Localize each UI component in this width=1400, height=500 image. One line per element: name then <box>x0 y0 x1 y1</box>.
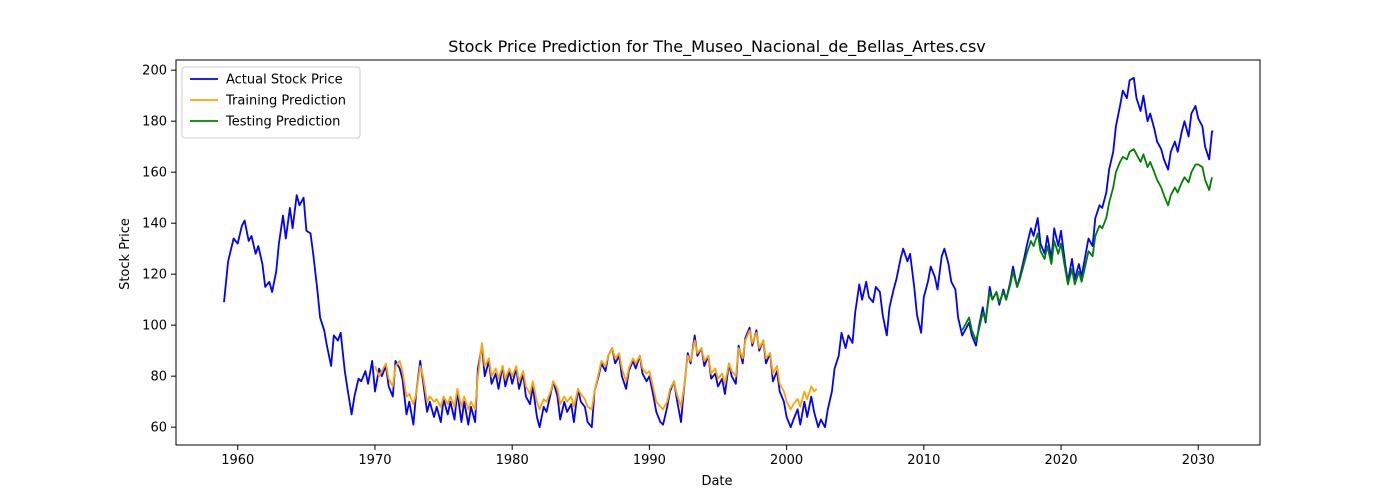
y-tick-label: 120 <box>142 268 167 283</box>
chart-title: Stock Price Prediction for The_Museo_Nac… <box>448 37 986 57</box>
y-tick-label: 160 <box>142 166 167 181</box>
y-tick-label: 200 <box>142 64 167 79</box>
x-axis-label: Date <box>701 474 732 489</box>
legend-label: Testing Prediction <box>225 115 340 130</box>
x-tick-label: 1970 <box>358 453 391 468</box>
legend-label: Training Prediction <box>225 94 346 109</box>
series-line-training-prediction <box>374 329 818 411</box>
plot-area <box>223 76 1214 429</box>
y-tick-label: 100 <box>142 319 167 334</box>
axes: 1960 1970 1980 1990 2000 2010 2020 2030 60 80 100 1… <box>142 59 1261 468</box>
legend: Actual Stock Price Training Prediction Tes… <box>181 66 361 139</box>
x-tick-label: 2010 <box>907 453 940 468</box>
series-line-actual-stock-price <box>223 76 1214 429</box>
x-tick-label: 1990 <box>633 453 666 468</box>
x-tick-label: 1960 <box>221 453 254 468</box>
y-tick-label: 180 <box>142 115 167 130</box>
x-tick-label: 2000 <box>770 453 803 468</box>
y-tick-label: 60 <box>150 421 167 436</box>
x-tick-label: 2030 <box>1182 453 1215 468</box>
legend-frame <box>181 66 361 139</box>
y-tick-label: 140 <box>142 217 167 232</box>
series-line-testing-prediction <box>961 148 1213 342</box>
x-tick-label: 2020 <box>1044 453 1077 468</box>
legend-label: Actual Stock Price <box>226 73 343 88</box>
y-tick-label: 80 <box>150 370 167 385</box>
plot-frame <box>175 59 1261 446</box>
y-axis-label: Stock Price <box>118 218 133 290</box>
x-tick-label: 1980 <box>496 453 529 468</box>
